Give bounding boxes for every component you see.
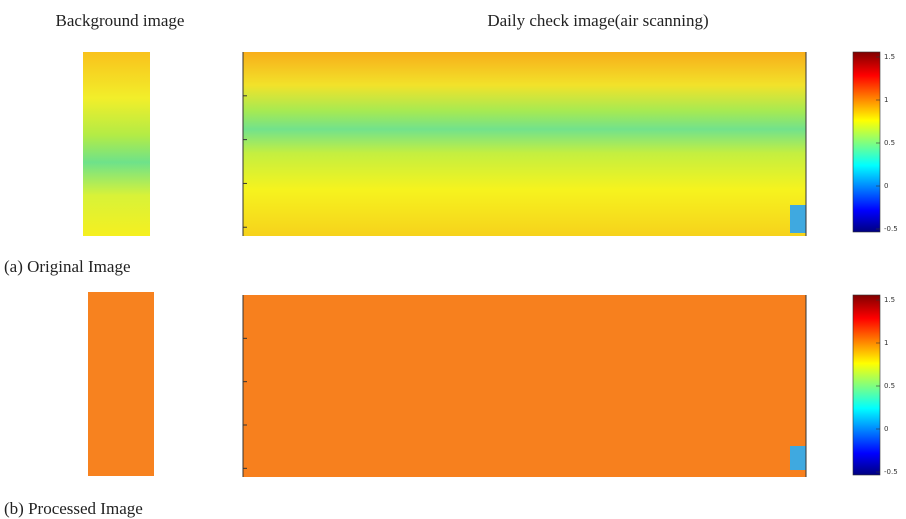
daily-check-image (243, 52, 806, 236)
colorbar-tick-label: -0.5 (884, 225, 898, 233)
colorbar-tick-label: 1 (884, 96, 888, 104)
header: Daily check image(air scanning) (487, 11, 708, 30)
artifact (790, 205, 806, 233)
colorbar-tick-label: 0.5 (884, 139, 895, 147)
background-image (83, 52, 150, 236)
colorbar-tick-label: 0 (884, 425, 888, 433)
figure: Background image Daily check image(air s… (0, 0, 906, 519)
colorbar (853, 52, 880, 232)
colorbar-tick-label: -0.5 (884, 468, 898, 476)
daily-check-image (243, 295, 806, 477)
caption: (b) Processed Image (4, 499, 143, 518)
colorbar (853, 295, 880, 475)
colorbar-tick-label: 0.5 (884, 382, 895, 390)
background-image (88, 292, 154, 476)
header: Background image (56, 11, 185, 30)
colorbar-tick-label: 0 (884, 182, 888, 190)
caption: (a) Original Image (4, 257, 131, 276)
colorbar-tick-label: 1 (884, 339, 888, 347)
colorbar-tick-label: 1.5 (884, 53, 895, 61)
colorbar-tick-label: 1.5 (884, 296, 895, 304)
artifact (790, 446, 806, 470)
